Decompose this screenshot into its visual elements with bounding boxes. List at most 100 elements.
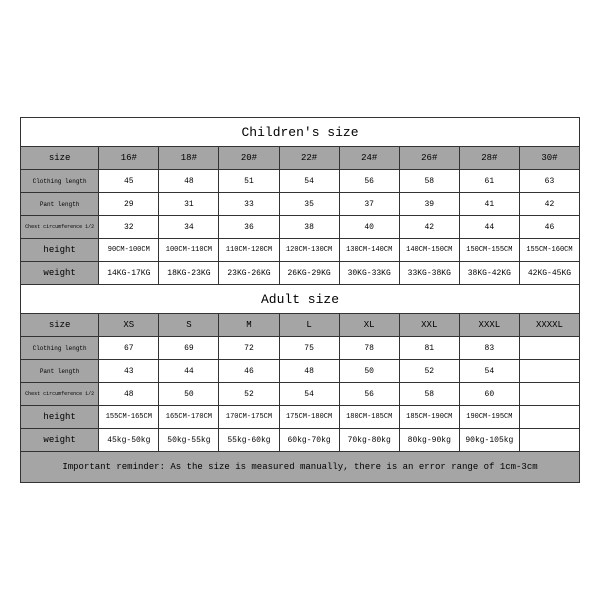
cell: 46 bbox=[519, 216, 579, 239]
cell: 38KG-42KG bbox=[459, 262, 519, 285]
cell: 140CM-150CM bbox=[399, 239, 459, 262]
cell: 50 bbox=[159, 383, 219, 406]
cell: 33 bbox=[219, 193, 279, 216]
cell: 36 bbox=[219, 216, 279, 239]
cell: 44 bbox=[459, 216, 519, 239]
cell: 56 bbox=[339, 170, 399, 193]
cell: 32 bbox=[99, 216, 159, 239]
cell: 60 bbox=[459, 383, 519, 406]
children-col-0: 16# bbox=[99, 147, 159, 170]
children-col-3: 22# bbox=[279, 147, 339, 170]
cell bbox=[519, 360, 579, 383]
cell: 80kg-90kg bbox=[399, 429, 459, 452]
children-title: Children's size bbox=[21, 118, 580, 147]
adult-row2-label: Chest circumference 1/2 bbox=[21, 383, 99, 406]
children-col-2: 20# bbox=[219, 147, 279, 170]
cell: 18KG-23KG bbox=[159, 262, 219, 285]
cell: 70kg-80kg bbox=[339, 429, 399, 452]
children-row2-label: Chest circumference 1/2 bbox=[21, 216, 99, 239]
children-col-1: 18# bbox=[159, 147, 219, 170]
cell: 58 bbox=[399, 170, 459, 193]
cell bbox=[519, 406, 579, 429]
adult-row1-label: Pant length bbox=[21, 360, 99, 383]
cell: 150CM-155CM bbox=[459, 239, 519, 262]
cell bbox=[519, 383, 579, 406]
cell: 44 bbox=[159, 360, 219, 383]
cell: 81 bbox=[399, 337, 459, 360]
cell: 38 bbox=[279, 216, 339, 239]
adult-col-6: XXXL bbox=[459, 314, 519, 337]
adult-row0-label: Clothing length bbox=[21, 337, 99, 360]
cell: 41 bbox=[459, 193, 519, 216]
adult-col-4: XL bbox=[339, 314, 399, 337]
cell: 54 bbox=[279, 383, 339, 406]
children-col-6: 28# bbox=[459, 147, 519, 170]
cell: 110CM-120CM bbox=[219, 239, 279, 262]
cell: 55kg-60kg bbox=[219, 429, 279, 452]
cell: 69 bbox=[159, 337, 219, 360]
children-col-5: 26# bbox=[399, 147, 459, 170]
cell: 48 bbox=[99, 383, 159, 406]
cell: 56 bbox=[339, 383, 399, 406]
cell: 72 bbox=[219, 337, 279, 360]
cell: 54 bbox=[459, 360, 519, 383]
cell: 63 bbox=[519, 170, 579, 193]
table-row: Chest circumference 1/2 32 34 36 38 40 4… bbox=[21, 216, 580, 239]
cell: 190CM-195CM bbox=[459, 406, 519, 429]
cell: 48 bbox=[159, 170, 219, 193]
children-row3-label: height bbox=[21, 239, 99, 262]
table-row: height 90CM-100CM 100CM-110CM 110CM-120C… bbox=[21, 239, 580, 262]
cell: 130CM-140CM bbox=[339, 239, 399, 262]
note-row: Important reminder: As the size is measu… bbox=[21, 452, 580, 483]
cell: 54 bbox=[279, 170, 339, 193]
table-row: Clothing length 67 69 72 75 78 81 83 bbox=[21, 337, 580, 360]
cell: 46 bbox=[219, 360, 279, 383]
cell: 83 bbox=[459, 337, 519, 360]
cell: 42KG-45KG bbox=[519, 262, 579, 285]
cell: 67 bbox=[99, 337, 159, 360]
cell: 75 bbox=[279, 337, 339, 360]
children-row0-label: Clothing length bbox=[21, 170, 99, 193]
cell: 51 bbox=[219, 170, 279, 193]
cell: 100CM-110CM bbox=[159, 239, 219, 262]
table-row: weight 45kg-50kg 50kg-55kg 55kg-60kg 60k… bbox=[21, 429, 580, 452]
cell: 45kg-50kg bbox=[99, 429, 159, 452]
cell: 42 bbox=[519, 193, 579, 216]
children-row1-label: Pant length bbox=[21, 193, 99, 216]
cell: 14KG-17KG bbox=[99, 262, 159, 285]
adult-title: Adult size bbox=[21, 285, 580, 314]
adult-col-1: S bbox=[159, 314, 219, 337]
cell: 78 bbox=[339, 337, 399, 360]
children-header-row: size 16# 18# 20# 22# 24# 26# 28# 30# bbox=[21, 147, 580, 170]
cell: 40 bbox=[339, 216, 399, 239]
cell: 155CM-160CM bbox=[519, 239, 579, 262]
adult-col-0: XS bbox=[99, 314, 159, 337]
cell: 23KG-26KG bbox=[219, 262, 279, 285]
cell: 175CM-180CM bbox=[279, 406, 339, 429]
children-col-7: 30# bbox=[519, 147, 579, 170]
cell bbox=[519, 429, 579, 452]
cell: 165CM-170CM bbox=[159, 406, 219, 429]
cell: 52 bbox=[219, 383, 279, 406]
cell: 90CM-100CM bbox=[99, 239, 159, 262]
cell: 45 bbox=[99, 170, 159, 193]
adult-col-3: L bbox=[279, 314, 339, 337]
adult-col-2: M bbox=[219, 314, 279, 337]
cell: 30KG-33KG bbox=[339, 262, 399, 285]
table-row: Pant length 29 31 33 35 37 39 41 42 bbox=[21, 193, 580, 216]
cell: 33KG-38KG bbox=[399, 262, 459, 285]
size-tables: Children's size size 16# 18# 20# 22# 24#… bbox=[20, 117, 580, 483]
cell: 185CM-190CM bbox=[399, 406, 459, 429]
cell: 31 bbox=[159, 193, 219, 216]
table-row: weight 14KG-17KG 18KG-23KG 23KG-26KG 26K… bbox=[21, 262, 580, 285]
adult-size-header: size bbox=[21, 314, 99, 337]
cell: 155CM-165CM bbox=[99, 406, 159, 429]
note-text: Important reminder: As the size is measu… bbox=[21, 452, 580, 483]
cell: 60kg-70kg bbox=[279, 429, 339, 452]
cell: 34 bbox=[159, 216, 219, 239]
cell: 35 bbox=[279, 193, 339, 216]
cell: 50kg-55kg bbox=[159, 429, 219, 452]
cell: 29 bbox=[99, 193, 159, 216]
cell: 170CM-175CM bbox=[219, 406, 279, 429]
cell: 120CM-130CM bbox=[279, 239, 339, 262]
